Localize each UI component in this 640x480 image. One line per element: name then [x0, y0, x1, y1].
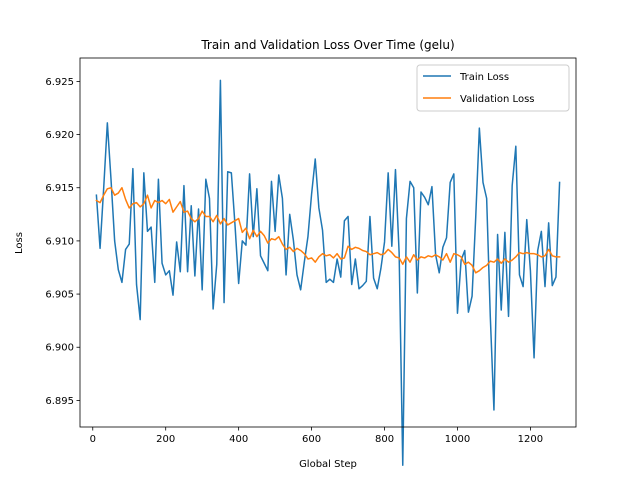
legend-label-0: Train Loss — [459, 72, 509, 83]
y-tick-label: 6.915 — [45, 183, 74, 194]
plot-lines — [95, 79, 561, 467]
y-ticks: 6.895 6.900 6.905 6.910 6.915 6.920 6.925 — [45, 77, 80, 407]
legend: Train Loss Validation Loss — [416, 64, 570, 112]
legend-label-1: Validation Loss — [460, 94, 535, 105]
x-tick-label: 200 — [156, 434, 175, 445]
x-tick-label: 800 — [375, 434, 394, 445]
x-tick-label: 0 — [90, 434, 96, 445]
x-ticks: 0 200 400 600 800 1000 1200 — [90, 427, 543, 445]
x-tick-label: 1200 — [518, 434, 543, 445]
x-axis-label: Global Step — [299, 459, 357, 470]
y-tick-label: 6.895 — [45, 396, 74, 407]
y-tick-label: 6.925 — [45, 77, 74, 88]
y-tick-label: 6.905 — [45, 290, 74, 301]
y-tick-label: 6.900 — [45, 343, 74, 354]
y-tick-label: 6.920 — [45, 130, 74, 141]
series-line-0 — [95, 79, 561, 467]
x-tick-label: 1000 — [445, 434, 470, 445]
chart-title: Train and Validation Loss Over Time (gel… — [200, 38, 454, 52]
y-tick-label: 6.910 — [45, 236, 74, 247]
legend-box — [416, 64, 570, 112]
x-tick-label: 400 — [229, 434, 248, 445]
x-tick-label: 600 — [302, 434, 321, 445]
axes-frame — [79, 57, 577, 428]
y-axis-label: Loss — [14, 232, 25, 254]
series-line-1 — [95, 186, 561, 274]
